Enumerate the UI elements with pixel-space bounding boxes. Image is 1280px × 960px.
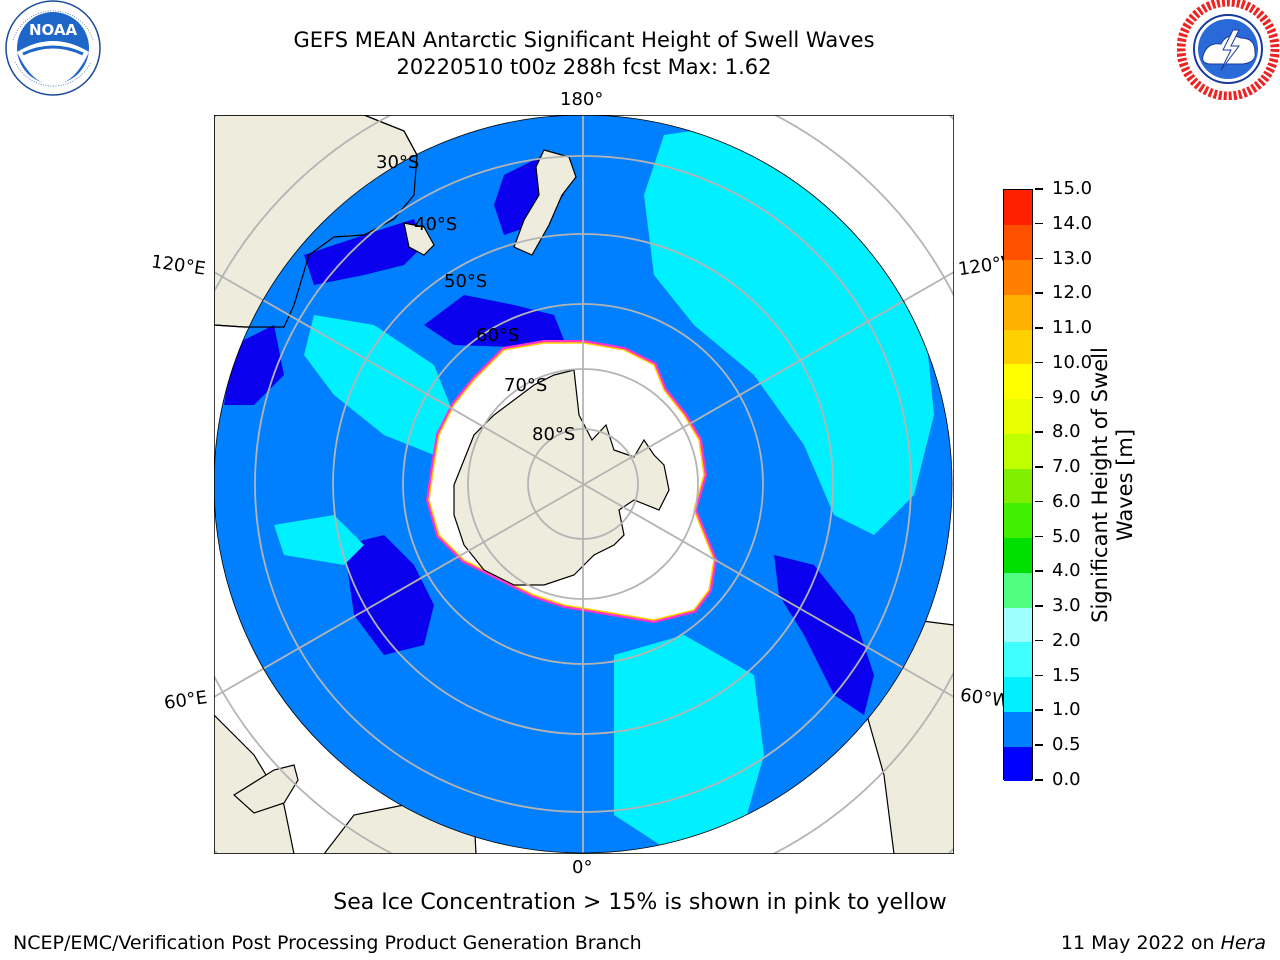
colorbar-segment bbox=[1004, 294, 1032, 330]
colorbar-tick-label: 0.5 bbox=[1052, 734, 1081, 756]
colorbar-tick-label: 15.0 bbox=[1052, 178, 1093, 199]
swell-1-1p5-pacific bbox=[644, 125, 934, 535]
colorbar-label: Significant Height of Swell Waves [m] bbox=[1088, 347, 1137, 623]
colorbar-tick bbox=[1035, 431, 1043, 433]
colorbar-tick bbox=[1035, 779, 1043, 781]
land-new-zealand bbox=[513, 149, 577, 256]
swell-1-1p5-indian bbox=[304, 315, 454, 455]
colorbar-tick bbox=[1035, 744, 1043, 746]
colorbar-tick-label: 9.0 bbox=[1052, 386, 1081, 408]
colorbar-tick-label: 0.0 bbox=[1052, 769, 1081, 790]
colorbar-tick bbox=[1035, 570, 1043, 572]
colorbar-segment bbox=[1004, 329, 1032, 365]
colorbar-tick bbox=[1035, 257, 1043, 260]
colorbar-segment bbox=[1004, 224, 1032, 260]
colorbar-tick bbox=[1035, 709, 1043, 711]
polar-map: 30°S 40°S 50°S 60°S 70°S 80°S bbox=[214, 115, 954, 854]
colorbar-tick bbox=[1035, 222, 1043, 225]
colorbar-tick-label: 2.0 bbox=[1052, 629, 1081, 651]
colorbar-segment bbox=[1004, 190, 1032, 226]
colorbar-tick bbox=[1035, 535, 1043, 538]
colorbar-tick-label: 1.5 bbox=[1052, 664, 1081, 686]
swell-0-0p5-southern-ocean-nz bbox=[424, 295, 564, 347]
colorbar-tick-label: 3.0 bbox=[1052, 595, 1081, 617]
colorbar-segment bbox=[1004, 607, 1032, 643]
colorbar-tick-label: 1.0 bbox=[1052, 699, 1081, 721]
colorbar-tick bbox=[1035, 500, 1043, 503]
colorbar-tick-label: 10.0 bbox=[1052, 351, 1093, 373]
colorbar-tick-label: 11.0 bbox=[1052, 317, 1093, 339]
colorbar-tick-label: 5.0 bbox=[1052, 525, 1081, 547]
lat-label-30s: 30°S bbox=[376, 152, 419, 173]
colorbar-tick bbox=[1035, 361, 1043, 364]
colorbar-tick bbox=[1035, 466, 1043, 468]
lat-label-50s: 50°S bbox=[444, 271, 487, 292]
colorbar-tick-label: 12.0 bbox=[1052, 282, 1093, 304]
colorbar-tick-label: 6.0 bbox=[1052, 490, 1081, 512]
graticule bbox=[214, 115, 954, 854]
colorbar-tick-label: 4.0 bbox=[1052, 560, 1081, 582]
colorbar-tick bbox=[1035, 188, 1043, 190]
colorbar-tick bbox=[1035, 327, 1043, 329]
colorbar-tick bbox=[1035, 396, 1043, 399]
colorbar-tick-label: 14.0 bbox=[1052, 212, 1093, 234]
svg-text:NOAA: NOAA bbox=[29, 21, 78, 39]
lon-label-180: 180° bbox=[560, 89, 604, 110]
lon-label-0: 0° bbox=[572, 857, 593, 878]
colorbar-segment bbox=[1004, 641, 1032, 678]
colorbar-segment bbox=[1004, 363, 1032, 400]
swell-0-0p5-indian-s bbox=[344, 535, 434, 655]
colorbar-segment bbox=[1004, 259, 1032, 295]
colorbar-tick bbox=[1035, 605, 1043, 607]
colorbar-segment bbox=[1004, 398, 1032, 434]
land-antarctica bbox=[453, 369, 670, 586]
colorbar bbox=[1003, 189, 1033, 782]
colorbar-segment bbox=[1004, 676, 1032, 712]
swell-0-0p5-south-australia bbox=[304, 219, 424, 285]
land-tasmania bbox=[403, 222, 435, 256]
footer-date: 11 May 2022 on Hera bbox=[1060, 932, 1266, 954]
swell-1-1p5-indian-s bbox=[274, 515, 364, 565]
colorbar-segment bbox=[1004, 433, 1032, 469]
chart-subtitle: 20220510 t00z 288h fcst Max: 1.62 bbox=[396, 55, 772, 79]
colorbar-tick bbox=[1035, 674, 1043, 677]
colorbar-tick bbox=[1035, 292, 1043, 294]
colorbar-segment bbox=[1004, 537, 1032, 573]
colorbar-tick-label: 8.0 bbox=[1052, 421, 1081, 443]
colorbar-segment bbox=[1004, 468, 1032, 504]
colorbar-segment bbox=[1004, 746, 1032, 782]
colorbar-tick-label: 13.0 bbox=[1052, 247, 1093, 269]
colorbar-segment bbox=[1004, 572, 1032, 608]
colorbar-tick bbox=[1035, 639, 1043, 642]
footer-machine: Hera bbox=[1220, 932, 1266, 954]
colorbar-segment bbox=[1004, 711, 1032, 747]
lat-label-80s: 80°S bbox=[532, 424, 575, 445]
lat-label-40s: 40°S bbox=[414, 214, 457, 235]
noaa-logo-icon: NOAA bbox=[3, 0, 103, 100]
lon-label-60e: 60°E bbox=[162, 687, 209, 714]
sea-ice-note: Sea Ice Concentration > 15% is shown in … bbox=[333, 890, 947, 915]
colorbar-tick-label: 7.0 bbox=[1052, 456, 1081, 478]
chart-title: GEFS MEAN Antarctic Significant Height o… bbox=[293, 28, 875, 52]
nws-logo-icon bbox=[1176, 0, 1280, 101]
lon-label-120e: 120°E bbox=[149, 251, 207, 280]
land-madagascar bbox=[233, 764, 299, 814]
lat-label-70s: 70°S bbox=[504, 375, 547, 396]
lat-label-60s: 60°S bbox=[476, 325, 519, 346]
footer-credit: NCEP/EMC/Verification Post Processing Pr… bbox=[13, 932, 642, 954]
colorbar-segment bbox=[1004, 502, 1032, 539]
